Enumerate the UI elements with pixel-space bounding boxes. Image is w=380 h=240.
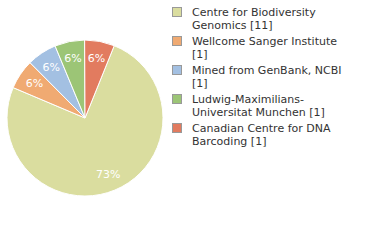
- html-text:Wellcome Sanger Institute [1]: Wellcome Sanger Institute [1]: [192, 35, 337, 61]
- svg-text:6%: 6%: [26, 77, 43, 90]
- svg-text:6%: 6%: [43, 61, 60, 74]
- svg-text:6%: 6%: [64, 52, 81, 65]
- svg-text:6%: 6%: [88, 52, 105, 65]
- html-text:Ludwig-Maximilians-Universitat: Ludwig-Maximilians-Universitat Munchen […: [192, 93, 325, 119]
- html-text:Mined from GenBank, NCBI [1]: Mined from GenBank, NCBI [1]: [192, 64, 342, 90]
- html-text:Canadian Centre for DNA Barcod: Canadian Centre for DNA Barcoding [1]: [192, 122, 331, 148]
- html-text:Centre for Biodiversity Genomi: Centre for Biodiversity Genomics [11]: [192, 6, 316, 32]
- svg-text:73%: 73%: [96, 168, 120, 181]
